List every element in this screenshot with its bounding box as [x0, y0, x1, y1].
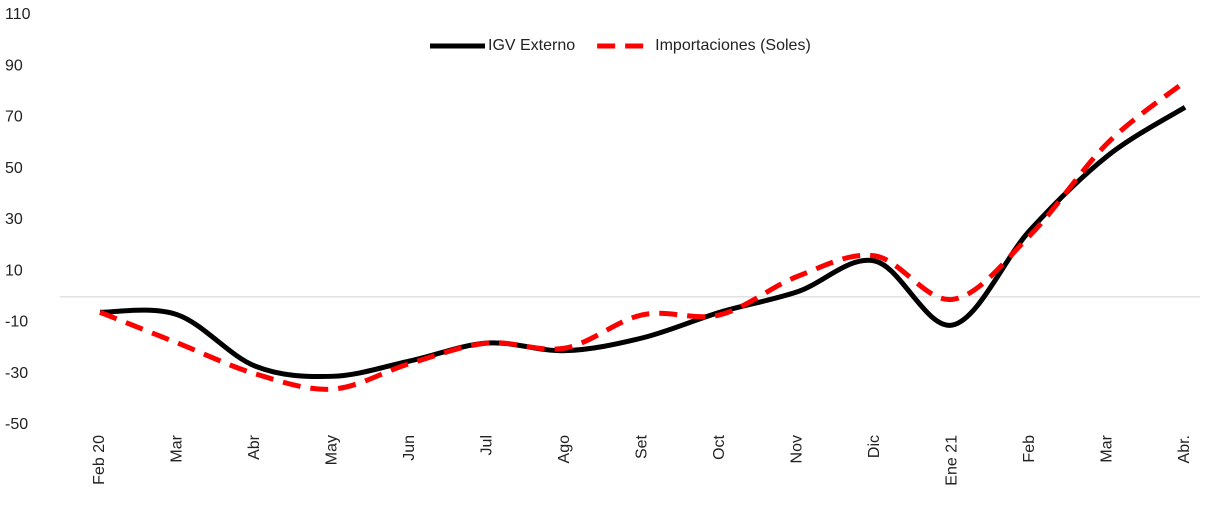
- y-tick-label: 10: [5, 262, 23, 279]
- legend-label: IGV Externo: [488, 37, 575, 54]
- y-tick-label: -30: [5, 365, 28, 382]
- legend-label: Importaciones (Soles): [655, 37, 811, 54]
- x-tick-label: Jun: [401, 435, 418, 461]
- y-tick-label: 90: [5, 57, 23, 74]
- x-tick-label: Nov: [789, 435, 806, 463]
- y-tick-label: -10: [5, 314, 28, 331]
- line-series: [99, 79, 1187, 392]
- x-tick-label: Mar: [1099, 434, 1116, 462]
- y-tick-label: -50: [5, 416, 28, 433]
- y-tick-label: 70: [5, 109, 23, 126]
- x-tick-label: Abr.: [1176, 435, 1193, 463]
- x-tick-label: Ene 21: [944, 435, 961, 486]
- x-tick-label: Feb: [1021, 435, 1038, 463]
- y-tick-label: 50: [5, 160, 23, 177]
- x-tick-label: Jul: [479, 435, 496, 455]
- y-tick-label: 110: [5, 6, 31, 23]
- x-tick-label: Mar: [169, 434, 186, 462]
- x-tick-label: Set: [634, 434, 651, 459]
- line-series: [99, 105, 1187, 380]
- y-tick-label: 30: [5, 211, 23, 228]
- x-tick-label: Abr: [246, 434, 263, 460]
- x-tick-label: Ago: [556, 435, 573, 464]
- x-tick-label: Feb 20: [91, 435, 108, 485]
- x-tick-label: May: [324, 435, 341, 465]
- x-tick-label: Dic: [866, 435, 883, 458]
- x-tick-label: Oct: [711, 434, 728, 459]
